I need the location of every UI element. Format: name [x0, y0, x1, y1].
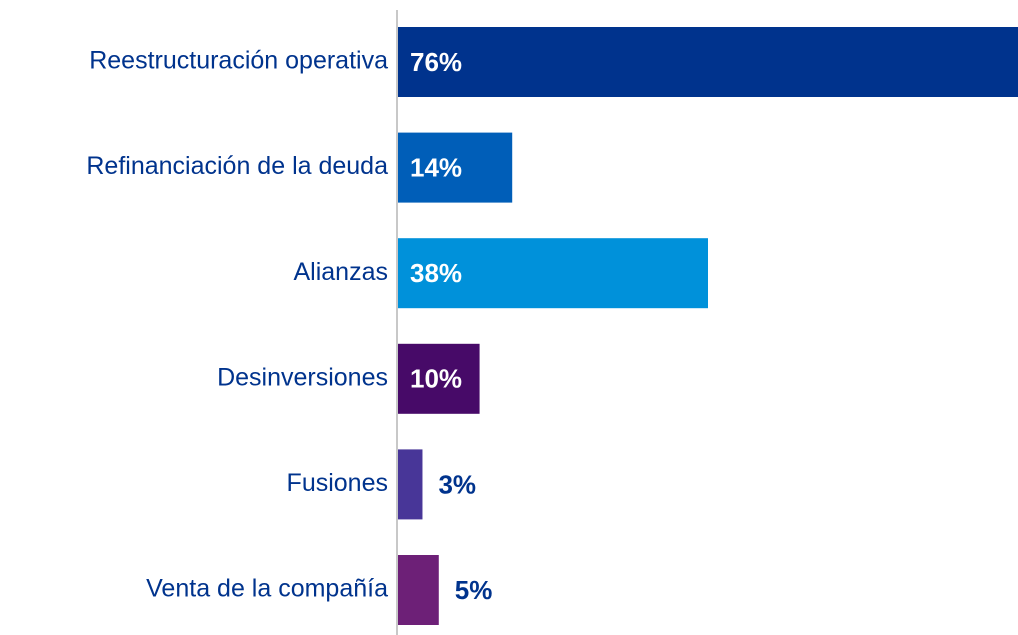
y-tick-label: Alianzas [294, 258, 389, 286]
value-label: 5% [455, 575, 493, 605]
y-tick-label: Reestructuración operativa [89, 47, 388, 75]
y-tick-label: Desinversiones [217, 363, 388, 391]
value-label: 3% [438, 469, 476, 499]
y-tick-label: Refinanciación de la deuda [86, 152, 388, 180]
value-label: 14% [410, 152, 462, 182]
value-label: 38% [410, 258, 462, 288]
value-label: 10% [410, 364, 462, 394]
bar [398, 449, 423, 520]
y-tick-label: Fusiones [287, 469, 388, 497]
bar [398, 27, 1018, 97]
bar [398, 132, 513, 203]
bar [398, 555, 439, 625]
value-label: 76% [410, 47, 462, 77]
bar [398, 238, 708, 309]
y-tick-label: Venta de la compañía [146, 575, 388, 603]
bar [398, 343, 480, 414]
